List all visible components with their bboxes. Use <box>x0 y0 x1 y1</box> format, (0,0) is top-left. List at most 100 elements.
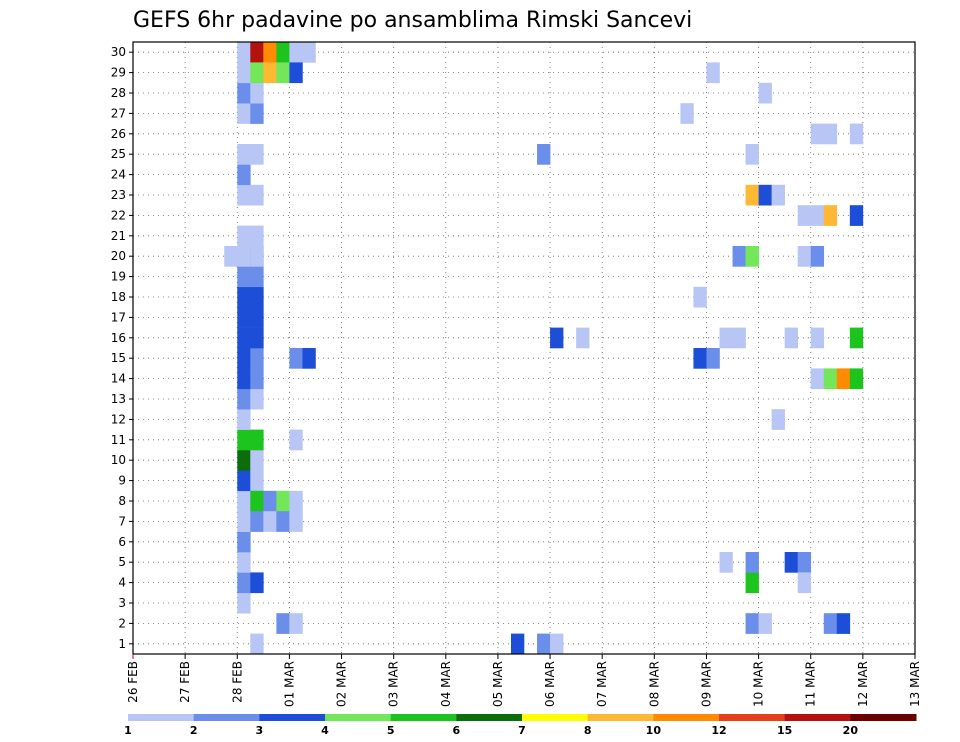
precip-cell <box>289 511 303 532</box>
precip-cell <box>693 348 707 369</box>
precip-cell <box>250 388 264 410</box>
precip-cell <box>758 613 772 634</box>
precip-cell <box>797 552 812 573</box>
x-tick-label: 08 MAR <box>647 661 661 707</box>
x-tick-label: 10 MAR <box>752 661 766 707</box>
legend-swatch <box>456 714 523 721</box>
precip-cell <box>250 286 264 308</box>
precip-cell <box>237 450 251 471</box>
precip-cell <box>810 327 825 349</box>
precip-cell <box>771 409 785 430</box>
precip-cell <box>706 348 720 369</box>
y-tick-label: 4 <box>118 576 126 590</box>
y-tick-label: 8 <box>118 494 126 508</box>
x-tick-label: 06 MAR <box>543 661 557 707</box>
precip-cell <box>237 164 251 186</box>
y-tick-label: 1 <box>118 637 126 651</box>
precip-cell <box>224 246 238 267</box>
y-tick-label: 23 <box>111 188 126 202</box>
x-tick-label: 12 MAR <box>856 661 870 707</box>
precip-cell <box>784 552 798 573</box>
y-tick-label: 12 <box>111 412 126 426</box>
precip-cell <box>237 82 251 104</box>
y-tick-label: 21 <box>111 229 126 243</box>
precip-cell <box>250 470 264 492</box>
precip-cell <box>810 246 825 267</box>
legend-swatch <box>850 714 917 721</box>
precip-cell <box>758 82 772 104</box>
precip-cell <box>237 327 251 349</box>
y-tick-label: 7 <box>118 514 126 528</box>
precip-cell <box>237 388 251 410</box>
precip-cell <box>289 613 303 634</box>
precip-cell <box>302 42 316 63</box>
precip-cell <box>849 205 864 226</box>
precip-cell <box>263 42 277 63</box>
x-tick-label: 27 FEB <box>178 661 192 703</box>
legend-swatch <box>587 714 654 721</box>
precip-cell <box>771 184 785 206</box>
precip-cell <box>550 633 564 655</box>
legend-swatch <box>325 714 392 721</box>
y-tick-label: 18 <box>111 290 126 304</box>
legend-swatch <box>193 714 260 721</box>
precip-cell <box>745 184 759 206</box>
precip-cell <box>745 572 759 594</box>
y-tick-label: 16 <box>111 331 126 345</box>
legend-label: 10 <box>646 724 662 737</box>
precip-cell <box>550 327 564 349</box>
precip-cell <box>680 103 694 124</box>
precip-cell <box>745 613 759 634</box>
x-tick-label: 26 FEB <box>126 661 140 703</box>
precip-cell <box>732 327 746 349</box>
precip-cell <box>237 348 251 369</box>
precip-cell <box>250 572 264 594</box>
precip-cell <box>237 490 251 512</box>
precip-cell <box>237 409 251 430</box>
precip-cell <box>250 82 264 104</box>
precip-cell <box>810 205 825 226</box>
precip-cell <box>237 246 251 267</box>
x-tick-label: 03 MAR <box>387 661 401 707</box>
precip-cell <box>250 450 264 471</box>
precip-cell <box>810 368 825 390</box>
legend-label: 12 <box>711 724 726 737</box>
precip-cell <box>758 184 772 206</box>
x-tick-label: 05 MAR <box>491 661 505 707</box>
precip-cell <box>237 572 251 594</box>
precip-cell <box>237 184 251 206</box>
y-tick-label: 6 <box>118 535 126 549</box>
y-tick-label: 11 <box>111 433 126 447</box>
y-tick-label: 27 <box>111 106 126 120</box>
y-tick-label: 5 <box>118 555 126 569</box>
y-tick-label: 17 <box>111 310 126 324</box>
precip-cell <box>263 511 277 532</box>
legend-swatch <box>653 714 720 721</box>
precip-cell <box>237 42 251 63</box>
legend-swatch <box>784 714 851 721</box>
precip-cell <box>745 246 759 267</box>
precip-cell <box>719 552 733 573</box>
precip-cell <box>250 225 264 247</box>
precip-cell <box>510 633 525 655</box>
x-tick-label: 04 MAR <box>439 661 453 707</box>
legend-label: 3 <box>256 724 264 737</box>
y-tick-label: 10 <box>111 453 126 467</box>
precip-cell <box>289 490 303 512</box>
precip-cell <box>237 103 251 124</box>
x-tick-label: 13 MAR <box>908 661 922 707</box>
precip-cell <box>250 490 264 512</box>
legend-label: 15 <box>777 724 792 737</box>
legend-label: 20 <box>843 724 859 737</box>
legend-label: 6 <box>453 724 461 737</box>
precip-cell <box>237 62 251 84</box>
precip-cell <box>745 144 759 165</box>
precip-cell <box>836 368 851 390</box>
precip-cell <box>237 266 251 288</box>
x-tick-label: 28 FEB <box>230 661 244 703</box>
precip-cell <box>250 633 264 655</box>
legend-swatch <box>522 714 589 721</box>
color-legend: 1 2 3 4 5 6 7 8 10 12 15 20 <box>124 714 917 737</box>
y-tick-label: 28 <box>111 86 126 100</box>
